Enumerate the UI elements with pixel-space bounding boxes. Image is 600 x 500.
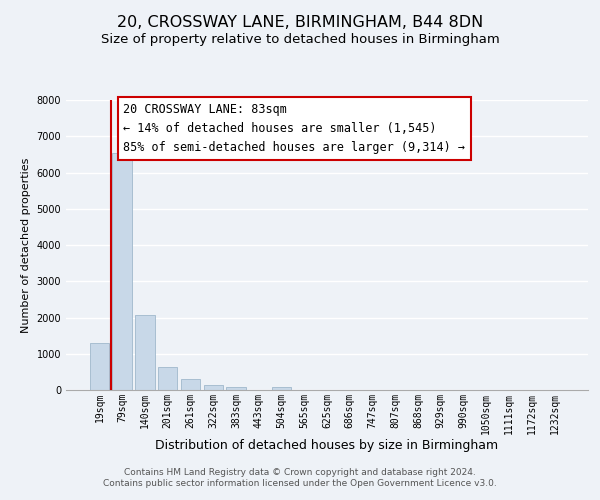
Bar bbox=[272, 387, 291, 390]
Text: Contains HM Land Registry data © Crown copyright and database right 2024.
Contai: Contains HM Land Registry data © Crown c… bbox=[103, 468, 497, 487]
X-axis label: Distribution of detached houses by size in Birmingham: Distribution of detached houses by size … bbox=[155, 440, 499, 452]
Bar bbox=[90, 343, 109, 390]
Y-axis label: Number of detached properties: Number of detached properties bbox=[21, 158, 31, 332]
Bar bbox=[203, 384, 223, 390]
Text: 20, CROSSWAY LANE, BIRMINGHAM, B44 8DN: 20, CROSSWAY LANE, BIRMINGHAM, B44 8DN bbox=[117, 15, 483, 30]
Text: 20 CROSSWAY LANE: 83sqm
← 14% of detached houses are smaller (1,545)
85% of semi: 20 CROSSWAY LANE: 83sqm ← 14% of detache… bbox=[124, 103, 466, 154]
Bar bbox=[135, 315, 155, 390]
Text: Size of property relative to detached houses in Birmingham: Size of property relative to detached ho… bbox=[101, 32, 499, 46]
Bar bbox=[158, 367, 178, 390]
Bar bbox=[181, 380, 200, 390]
Bar bbox=[226, 388, 245, 390]
Bar bbox=[112, 152, 132, 390]
